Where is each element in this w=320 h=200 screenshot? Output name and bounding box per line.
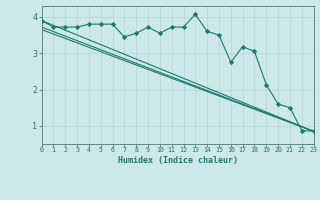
X-axis label: Humidex (Indice chaleur): Humidex (Indice chaleur): [118, 156, 237, 165]
